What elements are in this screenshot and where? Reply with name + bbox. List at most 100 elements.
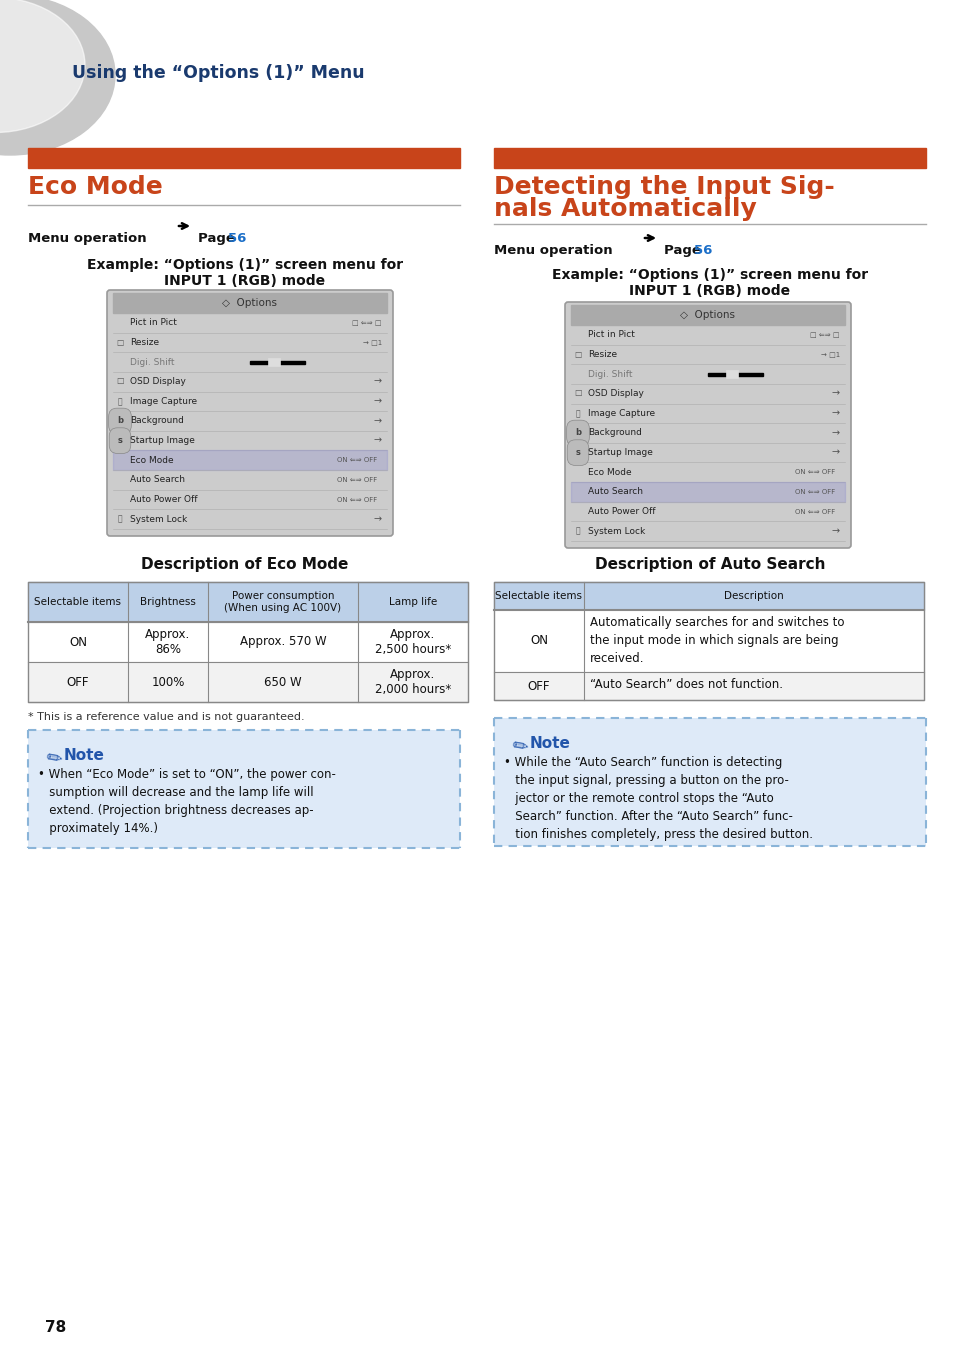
Bar — [494, 582, 923, 700]
Text: Note: Note — [530, 736, 570, 751]
Text: →: → — [374, 435, 381, 446]
Bar — [494, 671, 923, 700]
Text: Detecting the Input Sig-: Detecting the Input Sig- — [494, 176, 834, 199]
Bar — [494, 149, 925, 168]
Bar — [707, 373, 762, 376]
Text: Power consumption
(When using AC 100V): Power consumption (When using AC 100V) — [224, 592, 341, 613]
Text: Pict in Pict: Pict in Pict — [587, 330, 634, 339]
Text: → □1: → □1 — [362, 339, 381, 346]
Text: →: → — [831, 408, 840, 419]
Text: nals Automatically: nals Automatically — [494, 197, 756, 222]
Text: Auto Power Off: Auto Power Off — [587, 507, 655, 516]
Text: Digi. Shift: Digi. Shift — [587, 370, 632, 378]
Text: ON ⇐⇒ OFF: ON ⇐⇒ OFF — [336, 497, 376, 503]
Text: 56: 56 — [228, 232, 246, 245]
Text: System Lock: System Lock — [587, 527, 644, 536]
Text: ☐: ☐ — [116, 377, 124, 386]
Text: ON: ON — [69, 635, 87, 648]
Text: →: → — [374, 377, 381, 386]
Text: □: □ — [116, 338, 124, 347]
Text: OSD Display: OSD Display — [587, 389, 643, 399]
Text: ⎗: ⎗ — [117, 397, 122, 405]
Text: 56: 56 — [693, 245, 712, 257]
Text: ON ⇐⇒ OFF: ON ⇐⇒ OFF — [336, 457, 376, 463]
Bar — [112, 293, 387, 313]
Text: Example: “Options (1)” screen menu for: Example: “Options (1)” screen menu for — [87, 258, 402, 272]
Text: ✏: ✏ — [510, 736, 529, 758]
Bar — [28, 621, 468, 662]
Bar — [268, 358, 280, 366]
Text: Resize: Resize — [587, 350, 617, 359]
Text: Approx.
2,000 hours*: Approx. 2,000 hours* — [375, 667, 451, 696]
Text: ON: ON — [530, 635, 547, 647]
Text: Startup Image: Startup Image — [587, 449, 652, 457]
Bar — [28, 662, 468, 703]
Text: 100%: 100% — [152, 676, 185, 689]
Text: s: s — [575, 449, 579, 457]
Text: Example: “Options (1)” screen menu for: Example: “Options (1)” screen menu for — [552, 267, 867, 282]
Text: b: b — [117, 416, 123, 426]
Bar — [494, 611, 923, 671]
Text: Selectable items: Selectable items — [495, 590, 582, 601]
Text: Description of Auto Search: Description of Auto Search — [594, 557, 824, 571]
Text: * This is a reference value and is not guaranteed.: * This is a reference value and is not g… — [28, 712, 304, 721]
Text: Approx.
2,500 hours*: Approx. 2,500 hours* — [375, 628, 451, 657]
Ellipse shape — [0, 0, 85, 132]
Text: Using the “Options (1)” Menu: Using the “Options (1)” Menu — [71, 63, 364, 82]
Text: Background: Background — [587, 428, 641, 438]
Text: 650 W: 650 W — [264, 676, 301, 689]
Bar — [28, 582, 468, 703]
Bar — [571, 305, 844, 326]
Text: →: → — [374, 416, 381, 426]
Text: Resize: Resize — [130, 338, 159, 347]
Text: Approx. 570 W: Approx. 570 W — [239, 635, 326, 648]
Text: □: □ — [574, 350, 581, 359]
Text: • When “Eco Mode” is set to “ON”, the power con-
   sumption will decrease and t: • When “Eco Mode” is set to “ON”, the po… — [38, 767, 335, 835]
FancyBboxPatch shape — [564, 303, 850, 549]
Text: Note: Note — [64, 748, 105, 763]
Text: Approx.
86%: Approx. 86% — [145, 628, 191, 657]
Text: Brightness: Brightness — [140, 597, 195, 607]
Text: Lamp life: Lamp life — [389, 597, 436, 607]
Bar — [28, 582, 468, 621]
Text: ON ⇐⇒ OFF: ON ⇐⇒ OFF — [336, 477, 376, 482]
Text: “Auto Search” does not function.: “Auto Search” does not function. — [589, 678, 782, 690]
Text: Eco Mode: Eco Mode — [587, 467, 631, 477]
Text: INPUT 1 (RGB) mode: INPUT 1 (RGB) mode — [164, 274, 325, 288]
Text: →: → — [374, 515, 381, 524]
Text: Selectable items: Selectable items — [34, 597, 121, 607]
Text: 78: 78 — [45, 1320, 66, 1335]
Text: Description: Description — [723, 590, 783, 601]
Text: OFF: OFF — [527, 680, 550, 693]
Text: Eco Mode: Eco Mode — [130, 455, 173, 465]
Text: OFF: OFF — [67, 676, 90, 689]
Text: • While the “Auto Search” function is detecting
   the input signal, pressing a : • While the “Auto Search” function is de… — [503, 757, 812, 842]
Text: Auto Search: Auto Search — [587, 488, 642, 496]
Bar — [494, 717, 925, 846]
Text: ON ⇐⇒ OFF: ON ⇐⇒ OFF — [794, 469, 834, 476]
Text: ⚿: ⚿ — [117, 515, 122, 524]
Text: →: → — [831, 526, 840, 536]
Text: b: b — [575, 428, 580, 438]
Text: Digi. Shift: Digi. Shift — [130, 358, 174, 366]
Text: System Lock: System Lock — [130, 515, 187, 524]
Text: Startup Image: Startup Image — [130, 436, 194, 444]
Text: ✏: ✏ — [44, 748, 63, 770]
Text: Eco Mode: Eco Mode — [28, 176, 163, 199]
Text: Menu operation: Menu operation — [494, 245, 612, 257]
Text: Pict in Pict: Pict in Pict — [130, 319, 176, 327]
Text: Image Capture: Image Capture — [587, 409, 655, 417]
Text: Background: Background — [130, 416, 184, 426]
Text: Automatically searches for and switches to
the input mode in which signals are b: Automatically searches for and switches … — [589, 616, 843, 665]
Ellipse shape — [0, 0, 115, 155]
Text: Description of Eco Mode: Description of Eco Mode — [141, 557, 349, 571]
Text: Page: Page — [198, 232, 239, 245]
Text: s: s — [117, 436, 122, 444]
Text: →: → — [831, 447, 840, 458]
Bar — [494, 582, 923, 611]
Text: Image Capture: Image Capture — [130, 397, 197, 405]
Bar — [725, 370, 738, 378]
Text: →: → — [374, 396, 381, 407]
Bar — [250, 361, 305, 363]
Text: ☐: ☐ — [574, 389, 581, 399]
